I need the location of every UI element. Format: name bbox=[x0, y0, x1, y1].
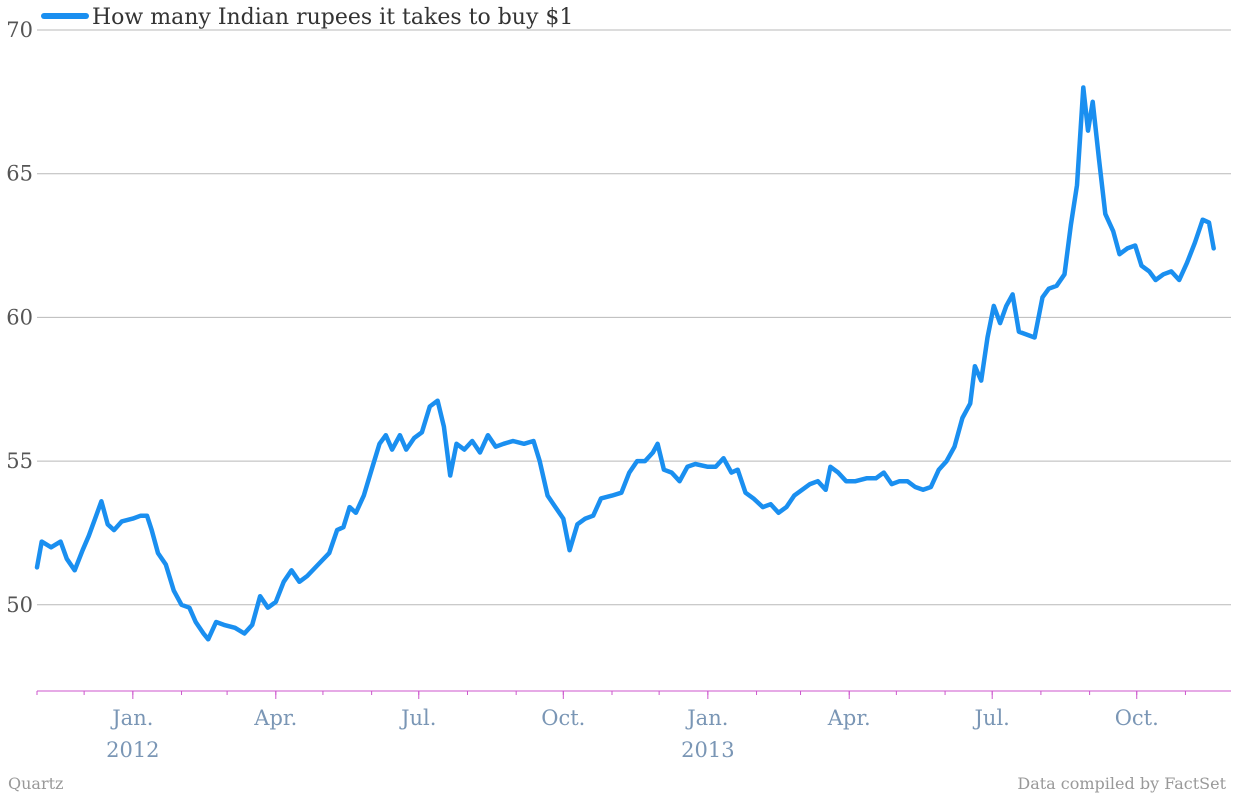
y-tick-label: 50 bbox=[6, 593, 33, 617]
x-tick-label: Jan. bbox=[110, 706, 153, 730]
y-tick-label: 55 bbox=[6, 449, 33, 473]
y-tick-label: 70 bbox=[6, 18, 33, 42]
y-tick-label: 65 bbox=[6, 162, 33, 186]
series-line bbox=[34, 85, 1216, 642]
x-tick-label: Apr. bbox=[827, 706, 871, 730]
source-credit-right: Data compiled by FactSet bbox=[1017, 774, 1226, 793]
x-tick-label: Oct. bbox=[1115, 706, 1159, 730]
x-tick-year-label: 2012 bbox=[106, 738, 159, 762]
legend-label: How many Indian rupees it takes to buy $… bbox=[92, 5, 573, 30]
x-tick-label: Oct. bbox=[541, 706, 585, 730]
x-axis: Jan. 2012 Apr. Jul. Oct. Jan. 2013 Apr. Jul. Oct. bbox=[36, 691, 1186, 762]
series-layer bbox=[34, 85, 1216, 642]
x-tick-year-label: 2013 bbox=[681, 738, 734, 762]
y-tick-label: 60 bbox=[6, 305, 33, 329]
source-credit-left: Quartz bbox=[8, 774, 64, 793]
y-gridlines bbox=[37, 29, 1231, 606]
y-axis: 50 55 60 65 70 bbox=[6, 18, 33, 617]
legend: How many Indian rupees it takes to buy $… bbox=[41, 5, 573, 30]
x-tick-label: Jul. bbox=[399, 706, 436, 730]
x-tick-label: Apr. bbox=[253, 706, 297, 730]
x-tick-label: Jul. bbox=[973, 706, 1010, 730]
x-tick-label: Jan. bbox=[685, 706, 728, 730]
